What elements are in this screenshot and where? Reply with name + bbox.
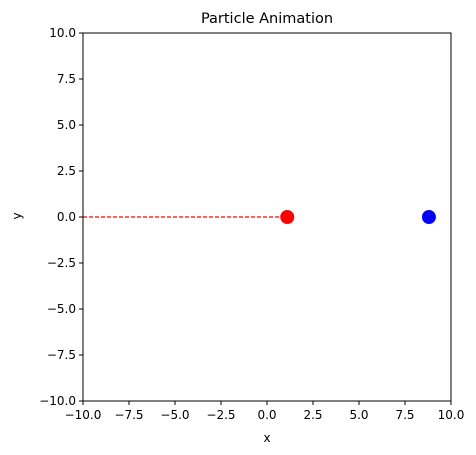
y-tick-label: −10.0 xyxy=(39,394,76,408)
x-tick-label: 10.0 xyxy=(438,408,465,422)
y-tick-label: 2.5 xyxy=(57,164,76,178)
x-tick-label: −7.5 xyxy=(114,408,143,422)
y-axis-ticks: −10.0 −7.5 −5.0 −2.5 0.0 2.5 5.0 7.5 10.0 xyxy=(39,26,83,408)
series-0-particle-point xyxy=(280,210,295,224)
x-axis-ticks: −10.0 −7.5 −5.0 −2.5 0.0 2.5 5.0 7.5 10.0 xyxy=(65,401,465,422)
y-tick-label: 10.0 xyxy=(49,26,76,40)
x-tick-label: −2.5 xyxy=(206,408,235,422)
x-tick-label: 7.5 xyxy=(395,408,414,422)
plot-frame xyxy=(82,32,452,402)
y-tick-label: −2.5 xyxy=(47,256,76,270)
series-1-particle-point xyxy=(421,210,436,224)
y-tick-label: 5.0 xyxy=(57,118,76,132)
y-tick-label: −7.5 xyxy=(47,348,76,362)
y-tick-label: 0.0 xyxy=(57,210,76,224)
chart-title: Particle Animation xyxy=(201,11,333,27)
x-tick-label: 5.0 xyxy=(349,408,368,422)
x-tick-label: 0.0 xyxy=(257,408,276,422)
y-tick-label: −5.0 xyxy=(47,302,76,316)
x-axis-label: x xyxy=(263,431,270,445)
x-tick-label: −5.0 xyxy=(160,408,189,422)
x-tick-label: 2.5 xyxy=(303,408,322,422)
x-tick-label: −10.0 xyxy=(65,408,102,422)
y-axis-label: y xyxy=(10,212,24,219)
plot-area xyxy=(83,210,436,224)
y-tick-label: 7.5 xyxy=(57,72,76,86)
